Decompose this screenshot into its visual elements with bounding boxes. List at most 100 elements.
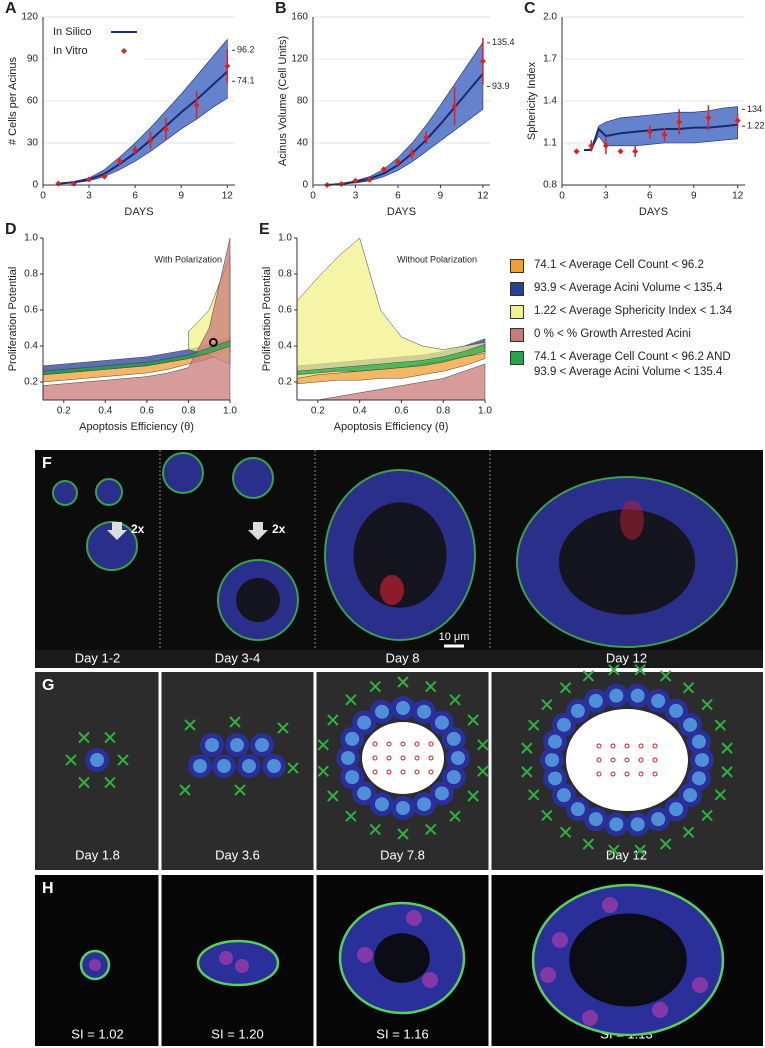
nucleus [691, 734, 706, 749]
y-tick-label: 0.4 [278, 341, 292, 352]
panel-label: H [42, 880, 54, 897]
dead-cell [652, 771, 658, 777]
point [423, 134, 430, 141]
x-tick-label: 12 [732, 191, 744, 202]
y-tick-label: 0.8 [24, 269, 38, 280]
caption: SI = 1.20 [211, 1026, 263, 1041]
marker-x [179, 784, 191, 796]
x-tick-label: 0.4 [353, 406, 367, 417]
marker-x [317, 765, 329, 777]
acinus [232, 457, 274, 499]
scale-label: 10 μm [439, 631, 470, 643]
dead-cell [400, 741, 406, 747]
dead-cell [610, 743, 616, 749]
nucleus [669, 703, 684, 718]
dead-cell [400, 755, 406, 761]
marker-x [369, 823, 382, 836]
caption: Day 7.8 [380, 847, 425, 862]
nucleus [588, 693, 603, 708]
panel-label: B [275, 0, 287, 17]
x-axis-label: DAYS [639, 206, 668, 218]
legend-label: 74.1 < Average Cell Count < 96.2 AND 93.… [534, 351, 731, 378]
highlight [208, 337, 218, 347]
annotation: 1.22 [747, 121, 765, 131]
marker-x [317, 739, 329, 751]
point [366, 176, 373, 183]
marker-x [541, 698, 553, 711]
marker-x [467, 714, 479, 726]
legend-swatch [121, 48, 127, 54]
x-tick-label: 0.2 [311, 406, 325, 417]
nucleus [630, 817, 645, 832]
nucleus [683, 717, 698, 732]
marker-x [701, 809, 713, 822]
nucleus [540, 967, 556, 983]
stain [620, 500, 644, 540]
y-tick-label: 1.4 [543, 96, 557, 107]
legend-item: 1.22 < Average Sphericity Index < 1.34 [510, 304, 760, 319]
y-tick-label: 60 [27, 96, 39, 107]
point [116, 158, 123, 165]
point [162, 126, 169, 132]
marker-x [559, 682, 572, 694]
marker-x [345, 810, 357, 822]
dead-cell [610, 771, 616, 777]
dead-cell [372, 755, 378, 761]
marker-x [608, 664, 620, 676]
marker-x [527, 789, 540, 801]
x-tick-label: 0 [310, 191, 316, 202]
lumen [374, 933, 430, 983]
lumen [566, 709, 688, 811]
point [588, 142, 595, 149]
marker-x [701, 698, 713, 711]
legend-label: In Vitro [53, 45, 88, 57]
marker-x [369, 680, 382, 693]
caption: Day 3-4 [215, 650, 261, 665]
x-tick-label: 1.0 [223, 406, 237, 417]
y-axis-label: Sphericity Index [526, 61, 538, 140]
y-tick-label: 120 [291, 54, 308, 65]
marker-x [541, 809, 553, 822]
marker-x [659, 670, 672, 682]
y-tick-label: 2.0 [543, 12, 557, 23]
point [101, 173, 108, 180]
y-tick-label: 80 [297, 96, 309, 107]
marker-x [449, 694, 461, 706]
marker-x [78, 776, 90, 789]
x-tick-label: 3 [86, 191, 92, 202]
marker-x [397, 676, 409, 688]
caption: Day 1-2 [75, 650, 121, 665]
point [55, 180, 62, 187]
x-tick-label: 0.8 [436, 406, 450, 417]
point [409, 150, 416, 157]
nucleus [691, 771, 706, 786]
point [646, 128, 653, 135]
nucleus [556, 788, 571, 803]
point [602, 142, 609, 149]
dead-cell [610, 757, 616, 763]
panel-label: F [42, 455, 52, 472]
x-tick-label: 6 [647, 191, 653, 202]
stain [380, 575, 404, 605]
nucleus [341, 751, 355, 765]
point [451, 103, 458, 110]
dead-cell [428, 741, 434, 747]
y-axis-label: Proliferation Potential [7, 267, 19, 372]
nucleus [205, 738, 219, 752]
nucleus [451, 751, 465, 765]
dead-cell [624, 771, 630, 777]
marker-x [234, 784, 246, 796]
legend-box [49, 21, 144, 61]
dead-cell [596, 743, 602, 749]
lumen [362, 722, 444, 794]
point [479, 58, 486, 65]
x-tick-label: 12 [477, 191, 489, 202]
marker-x [104, 776, 116, 789]
x-axis-label: DAYS [124, 206, 153, 218]
marker-x [117, 754, 129, 766]
nucleus [602, 897, 618, 913]
point [224, 63, 231, 69]
marker-x [682, 682, 695, 694]
dead-cell [596, 771, 602, 777]
nucleus [374, 704, 389, 719]
